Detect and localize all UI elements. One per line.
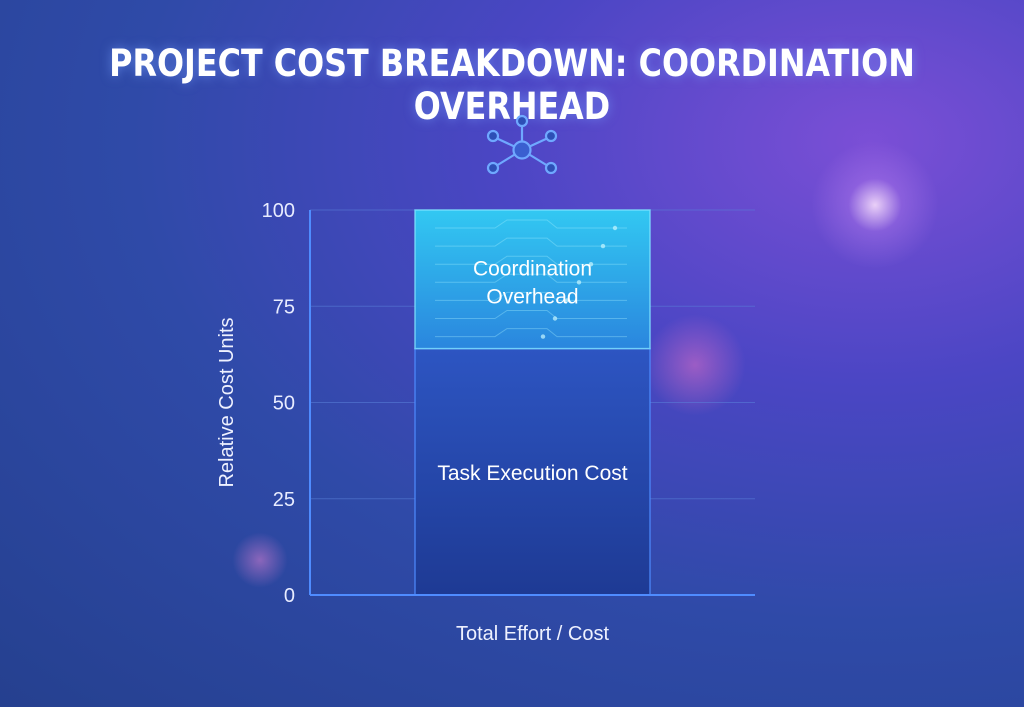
- segment-label-task: Task Execution Cost: [437, 462, 627, 485]
- bar-segment-coordination-overhead: [414, 209, 651, 350]
- y-tick-label: 0: [284, 585, 295, 607]
- circuit-node: [552, 316, 558, 321]
- circuit-node: [612, 225, 618, 231]
- y-tick-label: 100: [262, 200, 295, 222]
- circuit-decoration: [435, 310, 627, 319]
- circuit-node: [600, 243, 606, 249]
- chart-title: PROJECT COST BREAKDOWN: COORDINATION OVE…: [109, 42, 915, 128]
- circuit-node: [540, 334, 546, 339]
- circuit-decoration: [435, 273, 627, 283]
- circuit-node: [576, 280, 582, 285]
- segment-label-overhead: Coordination: [473, 257, 592, 280]
- circuit-decoration: [435, 328, 627, 338]
- y-axis-label: Relative Cost Units: [216, 317, 238, 487]
- circuit-node: [588, 262, 594, 267]
- circuit-decoration: [435, 237, 627, 247]
- x-axis-label: Total Effort / Cost: [456, 623, 609, 645]
- y-tick-label: 75: [273, 296, 295, 318]
- circuit-decoration: [435, 255, 627, 265]
- bar-segment-task-execution: [414, 347, 651, 596]
- y-tick-label: 50: [273, 393, 295, 415]
- segment-label-overhead: Overhead: [486, 285, 578, 308]
- network-node-icon: [486, 114, 558, 175]
- y-tick-label: 25: [273, 489, 295, 511]
- circuit-decoration: [435, 219, 627, 229]
- circuit-node: [564, 298, 570, 303]
